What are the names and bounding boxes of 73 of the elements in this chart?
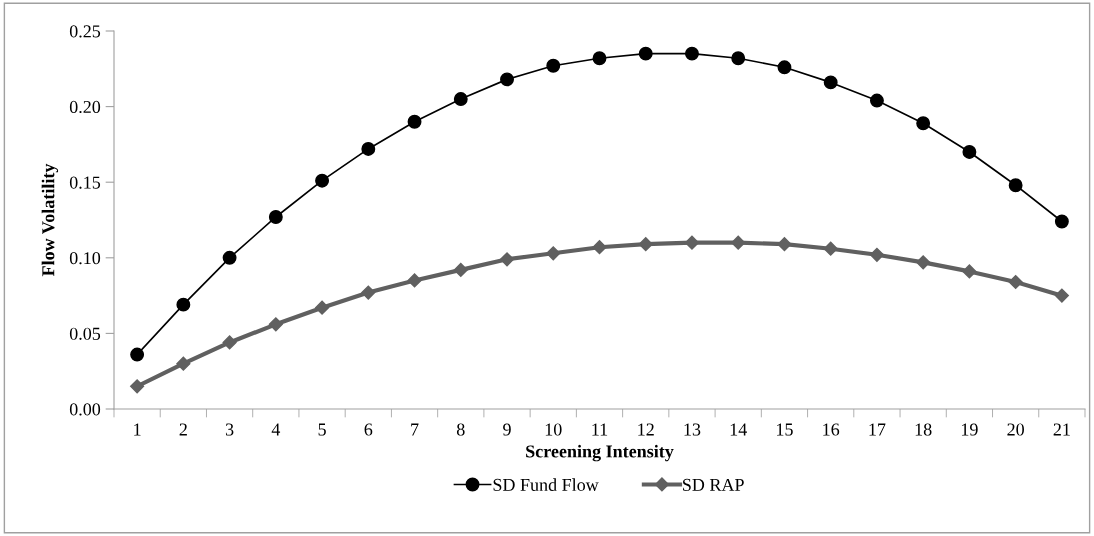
point (777, 237, 792, 252)
x-tick-label: 20 (1007, 423, 1024, 436)
point (1008, 178, 1023, 193)
x-tick-label: 18 (915, 423, 932, 436)
y-tick-label: 0.05 (69, 327, 101, 340)
x-tick-label: 19 (961, 423, 978, 436)
legend-label: SD Fund Flow (493, 478, 599, 491)
point (407, 114, 422, 129)
x-tick-label: 3 (225, 423, 234, 436)
legend-label: SD RAP (683, 478, 744, 491)
point (731, 51, 746, 66)
point (777, 60, 792, 75)
point (962, 145, 977, 159)
point (176, 356, 191, 371)
y-tick-label: 0.20 (69, 100, 101, 114)
point (869, 247, 885, 262)
point (222, 250, 237, 265)
point (1054, 288, 1069, 303)
point (315, 173, 330, 188)
x-tick-label: 14 (730, 423, 747, 436)
x-tick-label: 13 (684, 423, 701, 436)
point (731, 235, 746, 250)
point (823, 75, 838, 90)
x-tick-label: 15 (777, 423, 793, 436)
point (130, 347, 145, 362)
point (962, 264, 977, 279)
x-tick-label: 2 (179, 423, 187, 436)
y-tick-label: 0.10 (69, 252, 101, 265)
x-tick-label: 21 (1053, 423, 1070, 436)
point (499, 252, 515, 267)
point (453, 262, 468, 277)
point (823, 241, 838, 256)
y-tick-label: 0.15 (69, 176, 101, 189)
x-tick-label: 17 (869, 423, 886, 436)
point (592, 51, 607, 66)
x-tick-label: 16 (823, 423, 840, 436)
point (407, 273, 422, 288)
point (1054, 214, 1069, 229)
point (1008, 274, 1023, 290)
point (546, 246, 561, 261)
y-tick-label: 0.25 (69, 25, 101, 38)
x-tick-label: 11 (592, 423, 608, 436)
point (222, 335, 237, 350)
x-tick-label: 9 (503, 423, 511, 436)
point (453, 92, 468, 106)
point (638, 46, 653, 61)
point (500, 72, 514, 87)
point (684, 235, 700, 250)
point (592, 240, 607, 255)
point (685, 46, 699, 61)
point (361, 141, 376, 156)
x-tick-label: 12 (638, 423, 654, 436)
x-tick-label: 10 (545, 423, 562, 436)
x-tick-label: 5 (318, 423, 326, 436)
x-tick-label: 1 (134, 423, 141, 436)
point (638, 237, 653, 252)
point (268, 317, 283, 332)
x-tick-label: 8 (456, 423, 465, 436)
x-tick-label: 6 (364, 423, 373, 436)
point (916, 116, 931, 131)
point (130, 379, 145, 394)
y-tick-label: 0.00 (69, 403, 101, 416)
x-axis-title: Screening Intensity (526, 444, 674, 462)
point (176, 297, 191, 312)
point (546, 58, 561, 73)
x-tick-label: 4 (271, 423, 281, 436)
point (916, 255, 931, 270)
point (869, 93, 884, 108)
y-axis-title: Flow Volatility (41, 163, 59, 277)
point (314, 300, 330, 315)
point (268, 210, 283, 224)
point (361, 285, 376, 300)
x-tick-label: 7 (411, 423, 419, 436)
